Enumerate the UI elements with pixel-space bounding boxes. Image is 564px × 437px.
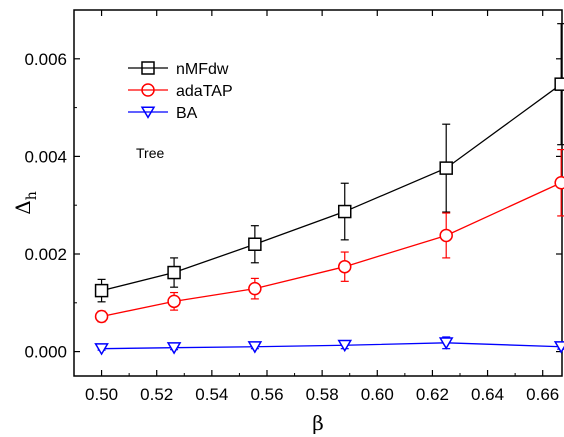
legend-marker (141, 83, 155, 97)
data-point (439, 228, 453, 243)
data-point (94, 343, 109, 356)
data-point (247, 341, 263, 354)
y-tick-label: 0.002 (24, 245, 67, 264)
data-point (337, 259, 352, 274)
series-line (101, 182, 562, 318)
x-tick-label: 0.52 (140, 385, 173, 404)
data-point (94, 309, 109, 324)
x-tick-label: 0.54 (195, 385, 228, 404)
legend-label: adaTAP (176, 83, 233, 100)
y-tick-label: 0.000 (24, 343, 67, 362)
data-point (553, 341, 564, 354)
data-point (248, 281, 262, 296)
series-layer (94, 23, 564, 356)
x-axis-label: β (312, 411, 324, 435)
x-tick-label: 0.50 (85, 385, 118, 404)
legend: nMFdw adaTAP BA (128, 61, 233, 122)
plot-frame (73, 9, 563, 377)
series-BA (94, 336, 564, 356)
data-point (94, 283, 109, 298)
data-point (554, 176, 564, 190)
data-point (166, 342, 182, 355)
data-point (167, 265, 181, 280)
data-point (337, 339, 353, 353)
y-tick-label: 0.006 (24, 50, 67, 69)
data-point (248, 237, 262, 251)
y-axis-label-main: Δ (11, 200, 35, 214)
series-adaTAP (94, 148, 564, 324)
x-tick-label: 0.56 (250, 385, 283, 404)
legend-marker (140, 106, 156, 119)
x-tick-label: 0.60 (361, 385, 394, 404)
axes: 0.50 0.52 0.54 0.56 0.58 0.60 0.62 0.64 0.66 0.00… (24, 9, 563, 404)
y-axis-label-subscript: h (24, 191, 40, 200)
legend-marker (141, 61, 155, 75)
series-nMFdw (94, 23, 564, 303)
data-point (337, 204, 352, 219)
legend-label: nMFdw (176, 61, 229, 78)
annotation-tree: Tree (136, 145, 164, 161)
data-point (167, 294, 181, 309)
data-point (554, 77, 564, 91)
data-point (439, 161, 453, 175)
x-tick-label: 0.64 (471, 385, 504, 404)
legend-label: BA (176, 105, 198, 122)
x-tick-label: 0.62 (416, 385, 449, 404)
y-axis-label: Δh (11, 191, 40, 214)
series-line (101, 342, 562, 350)
x-tick-label: 0.66 (526, 385, 559, 404)
data-point (438, 337, 454, 350)
series-line (101, 83, 562, 292)
x-tick-label: 0.58 (306, 385, 339, 404)
y-tick-label: 0.004 (24, 147, 67, 166)
